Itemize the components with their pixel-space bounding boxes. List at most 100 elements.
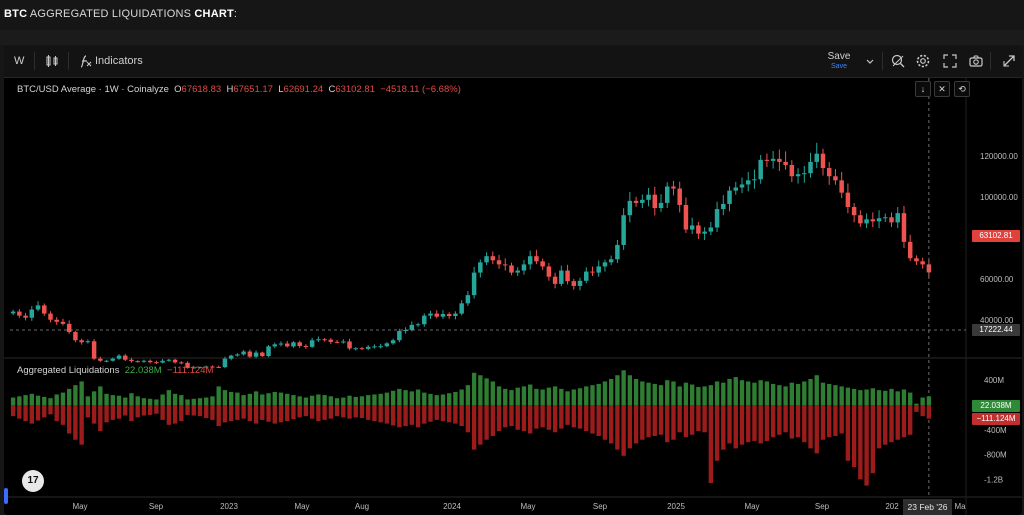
liq-long-bar [484,378,489,405]
liq-short-bar [839,405,844,434]
candle-body [901,213,907,242]
liq-long-bar [359,396,365,405]
liq-short-bar [235,405,240,420]
candle-body [658,202,664,209]
main-legend: BTC/USD Average · 1W · Coinalyze O67618.… [17,84,461,95]
candle-body [490,256,496,261]
liq-long-bar [895,391,900,405]
fullscreen-icon[interactable] [942,53,958,69]
liq-short-bar [864,405,869,486]
close-label: C [328,84,336,95]
liq-short-bar [29,405,34,424]
liq-short-bar [615,405,620,450]
save-button[interactable]: Save Save [826,51,852,71]
candle-body [826,168,832,177]
liq-long-bar [366,395,371,405]
liq-short-bar [640,405,645,440]
liq-short-bar [471,405,477,450]
liq-short-bar [353,405,358,418]
liq-long-bar [160,394,165,405]
indicators-icon[interactable] [77,53,93,69]
candle-body [789,164,795,177]
liq-short-bar [291,405,296,420]
liq-long-bar [820,382,826,405]
liq-short-bar [777,405,782,435]
liq-short-bar [845,405,851,461]
indicators-button[interactable]: Indicators [95,55,143,67]
liq-short-bar [683,405,689,438]
liq-long-bar [147,398,153,405]
liq-short-bar [559,405,564,429]
scroll-handle[interactable] [4,488,8,504]
candle-body [845,192,851,207]
liq-long-bar [266,393,271,405]
gear-icon[interactable] [915,53,931,69]
liq-long-bar [322,395,327,405]
candle-body [621,215,626,245]
chevron-down-icon[interactable] [862,53,878,69]
chart-toolbar: W Indicators Save Save [4,46,1022,78]
liq-long-bar [565,391,570,405]
liq-short-bar [204,405,209,419]
collapse-button[interactable]: ✕ [934,81,950,97]
chart-canvas[interactable]: 120000.00100000.0080000.0060000.0040000.… [4,78,1022,515]
candle-body [752,179,757,181]
liq-short-bar [590,405,595,434]
liq-short-bar [920,405,925,417]
candle-body [652,194,658,209]
candle-body [876,218,882,222]
liq-short-bar [702,405,707,433]
page-title: BTC AGGREGATED LIQUIDATIONS CHART: [4,8,238,20]
candle-body [858,215,863,224]
candle-body [253,352,259,357]
liq-short-bar [285,405,290,422]
low-value: 62691.24 [283,84,324,95]
candle-body [197,367,203,369]
interval-button[interactable]: W [14,55,25,67]
liq-short-bar [459,405,464,427]
time-axis-tick: May [72,502,87,511]
reset-button[interactable]: ⟲ [954,81,970,97]
liq-long-bar [465,385,471,405]
candle-body [584,271,589,281]
liq-long-bar [733,377,738,405]
camera-icon[interactable] [968,53,984,69]
liq-long-bar [79,381,84,405]
liq-long-bar [696,387,701,405]
liq-short-bar [272,405,277,424]
liq-short-bar [746,405,751,443]
tradingview-logo[interactable]: 17 [22,470,44,492]
candles-icon[interactable] [44,53,60,69]
liq-short-bar [390,405,396,426]
liq-long-bar [303,397,309,405]
liq-long-bar [708,385,714,405]
liq-long-bar [764,381,770,405]
liq-long-bar [702,386,707,405]
liq-short-bar [721,405,726,450]
candle-body [496,260,502,265]
liq-short-bar [60,405,66,425]
liq-short-bar [733,405,738,449]
liq-long-bar [496,386,502,405]
liq-short-bar [10,405,16,417]
liq-axis-tick: 400M [984,376,1004,385]
liq-short-bar [54,405,59,422]
candle-body [203,366,209,368]
scroll-down-button[interactable]: ↓ [915,81,931,97]
candle-body [303,345,309,347]
liq-short-bar [359,405,365,419]
liq-long-bar [85,396,91,405]
liq-short-bar [596,405,601,436]
publish-icon[interactable] [1001,53,1017,69]
liq-short-bar [241,405,246,419]
candle-body [222,358,228,368]
candle-body [777,158,782,162]
alert-icon[interactable] [890,53,906,69]
liq-long-bar [627,375,633,405]
liq-long-bar [908,392,913,405]
liq-long-bar [858,390,863,405]
liq-short-bar [764,405,770,441]
liq-short-bar [322,405,327,420]
liq-long-bar [328,396,334,405]
chart-area[interactable]: 120000.00100000.0080000.0060000.0040000.… [4,78,1022,515]
